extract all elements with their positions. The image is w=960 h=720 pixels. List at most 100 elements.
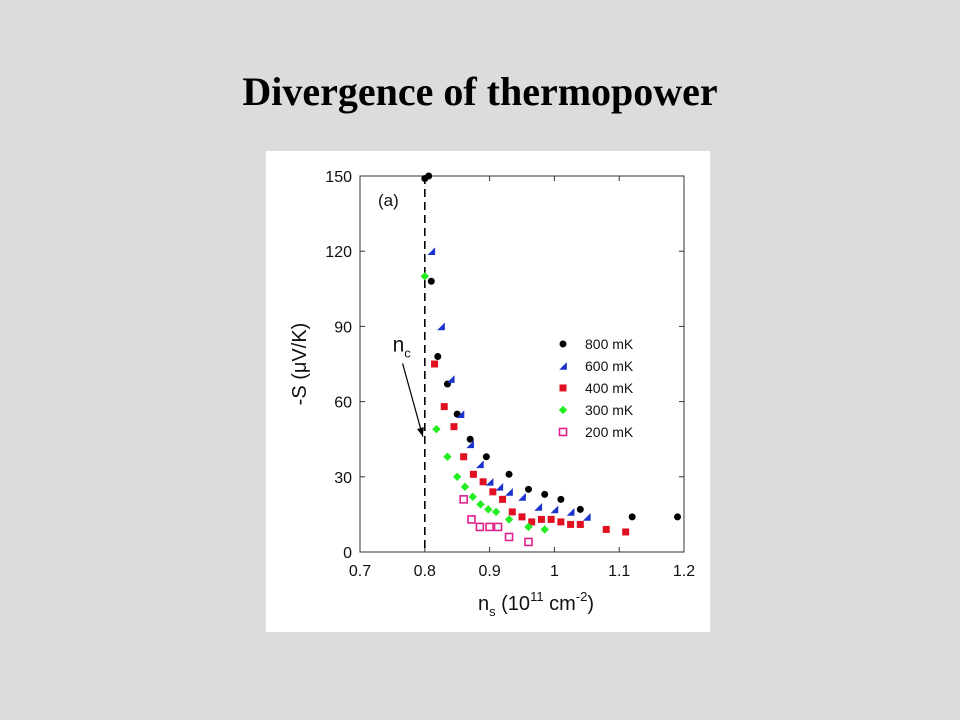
nc-arrowhead <box>417 427 424 437</box>
plot-frame <box>359 175 685 553</box>
nc-arrow <box>402 363 424 437</box>
legend-marker-400-mk <box>559 384 567 392</box>
x-label-exp: 11 <box>530 589 544 604</box>
data-point-400-mk <box>528 518 536 526</box>
data-point-300-mk <box>420 272 429 281</box>
x-label-main: n <box>478 593 489 615</box>
data-point-200-mk <box>493 522 503 532</box>
x-tick-label: 0.9 <box>478 563 500 580</box>
series-300-mk <box>420 272 549 534</box>
data-point-600-mk <box>456 410 465 418</box>
data-point-800-mk <box>425 172 433 180</box>
data-point-600-mk <box>566 508 575 516</box>
data-point-400-mk <box>537 515 545 523</box>
data-point-800-mk <box>524 485 532 493</box>
y-tick-label: 30 <box>334 470 352 487</box>
x-tick-label: 0.8 <box>414 563 436 580</box>
data-point-400-mk <box>489 488 497 496</box>
data-point-300-mk <box>453 472 462 481</box>
data-point-400-mk <box>567 520 575 528</box>
data-point-400-mk <box>440 403 448 411</box>
x-label-unit-exp: -2 <box>576 589 588 604</box>
legend-label-600-mk: 600 mK <box>585 358 634 374</box>
legend-label-200-mk: 200 mK <box>585 424 634 440</box>
data-point-400-mk <box>450 423 458 431</box>
data-point-300-mk <box>504 515 514 524</box>
data-point-600-mk <box>476 460 484 469</box>
data-point-200-mk <box>504 532 514 542</box>
data-point-600-mk <box>495 482 504 491</box>
x-label-unit: cm <box>544 593 576 615</box>
data-point-400-mk <box>547 515 555 523</box>
panel-label: (a) <box>378 191 399 210</box>
x-tick-label: 1.1 <box>608 563 630 580</box>
series-200-mk <box>459 495 533 547</box>
x-label-close: ) <box>587 593 594 615</box>
data-point-300-mk <box>460 482 470 492</box>
data-point-300-mk <box>468 492 477 502</box>
x-tick-label: 1.2 <box>673 563 695 580</box>
legend-marker-200-mk <box>558 427 568 437</box>
data-point-800-mk <box>557 495 565 503</box>
data-point-600-mk <box>427 247 436 256</box>
data-point-600-mk <box>446 375 455 383</box>
data-point-200-mk <box>467 515 476 524</box>
data-point-300-mk <box>484 505 493 514</box>
data-point-800-mk <box>505 470 513 478</box>
y-tick-label: 150 <box>325 169 352 186</box>
nc-annotation: nc <box>393 333 424 437</box>
data-point-600-mk <box>505 487 513 496</box>
data-point-600-mk <box>485 477 494 486</box>
legend-label-800-mk: 800 mK <box>585 336 634 352</box>
x-tick-label: 0.7 <box>349 563 371 580</box>
nc-sub: c <box>404 345 411 360</box>
legend-label-400-mk: 400 mK <box>585 380 634 396</box>
data-point-400-mk <box>518 513 526 521</box>
data-point-300-mk <box>491 507 501 517</box>
data-point-600-mk <box>582 513 591 521</box>
data-point-600-mk <box>534 503 543 511</box>
data-point-600-mk <box>518 493 526 501</box>
y-axis-label: -S (μV/K) <box>289 323 311 406</box>
data-point-200-mk <box>475 522 485 532</box>
data-point-800-mk <box>576 505 584 513</box>
data-point-800-mk <box>482 453 490 461</box>
data-point-800-mk <box>434 352 442 360</box>
data-point-400-mk <box>602 525 610 533</box>
nc-main: n <box>393 333 405 356</box>
legend-label-300-mk: 300 mK <box>585 402 634 418</box>
series-800-mk <box>421 172 682 521</box>
data-point-300-mk <box>524 522 533 532</box>
data-point-300-mk <box>443 452 452 461</box>
series-400-mk <box>431 360 630 536</box>
data-point-400-mk <box>499 495 507 503</box>
data-point-600-mk <box>437 322 445 331</box>
data-point-200-mk <box>485 522 494 532</box>
y-tick-label: 0 <box>343 545 352 562</box>
y-tick-label: 120 <box>325 244 352 261</box>
data-point-200-mk <box>524 537 533 547</box>
legend: 800 mK 600 mK 400 mK 300 mK 200 mK <box>558 336 634 440</box>
tick-labels: 0.7 0.8 0.9 1 1.1 1.2 0 30 60 90 120 150 <box>325 169 695 580</box>
data-point-800-mk <box>466 435 474 443</box>
data-point-200-mk <box>459 495 468 504</box>
data-point-400-mk <box>460 453 468 461</box>
data-point-400-mk <box>469 470 477 478</box>
nc-label: nc <box>393 333 412 360</box>
data-point-300-mk <box>432 424 441 434</box>
data-markers <box>420 172 682 547</box>
data-point-800-mk <box>628 513 636 521</box>
data-point-800-mk <box>674 513 682 521</box>
series-600-mk <box>427 247 591 521</box>
x-axis-label: ns (1011 cm-2) <box>478 589 594 619</box>
legend-marker-800-mk <box>559 340 567 348</box>
y-tick-label: 60 <box>334 395 352 412</box>
y-tick-label: 90 <box>334 319 352 336</box>
tick-marks <box>359 175 685 553</box>
data-point-300-mk <box>476 500 485 509</box>
x-label-open: (10 <box>496 593 530 615</box>
data-point-400-mk <box>508 508 516 516</box>
data-point-400-mk <box>622 528 630 536</box>
data-point-600-mk <box>550 505 559 514</box>
data-point-800-mk <box>427 277 435 285</box>
